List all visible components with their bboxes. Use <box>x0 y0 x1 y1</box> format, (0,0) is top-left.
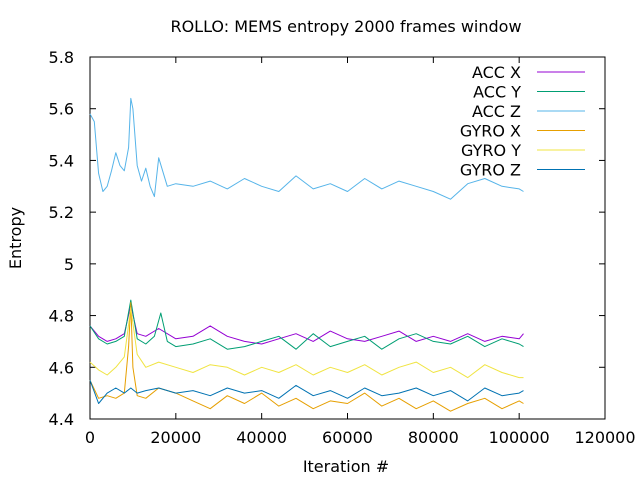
legend-label: GYRO Y <box>461 141 521 160</box>
series-line-acc-x <box>89 304 524 345</box>
x-tick-label: 60000 <box>322 428 373 447</box>
legend-label: GYRO Z <box>460 161 521 180</box>
y-tick-label: 5.6 <box>49 100 74 119</box>
x-tick-label: 100000 <box>489 428 550 447</box>
chart-title: ROLLO: MEMS entropy 2000 frames window <box>170 17 521 36</box>
y-tick-label: 4.6 <box>49 358 74 377</box>
legend-label: ACC Y <box>473 83 521 102</box>
y-tick-label: 4.4 <box>49 410 74 429</box>
y-tick-label: 5.4 <box>49 151 74 170</box>
x-tick-label: 20000 <box>150 428 201 447</box>
y-tick-label: 5 <box>64 255 74 274</box>
x-axis-ticks: 0 20000 40000 60000 80000 100000 120000 <box>85 57 636 447</box>
legend-label: ACC X <box>472 63 521 82</box>
legend-label: ACC Z <box>472 102 521 121</box>
series-line-gyro-x <box>89 302 524 412</box>
series-line-acc-z <box>89 97 524 200</box>
y-axis-label: Entropy <box>6 207 25 269</box>
y-tick-label: 5.8 <box>49 48 74 67</box>
series-lines <box>89 97 524 412</box>
x-tick-label: 0 <box>85 428 95 447</box>
x-tick-label: 80000 <box>408 428 459 447</box>
series-line-acc-y <box>89 299 524 350</box>
x-axis-label: Iteration # <box>303 457 389 476</box>
y-axis-ticks: 4.4 4.6 4.8 5 5.2 5.4 5.6 5.8 <box>49 48 605 429</box>
legend-label: GYRO X <box>460 122 521 141</box>
series-line-gyro-z <box>89 380 524 404</box>
x-tick-label: 40000 <box>236 428 287 447</box>
x-tick-label: 120000 <box>574 428 635 447</box>
series-line-gyro-y <box>89 307 524 379</box>
y-tick-label: 4.8 <box>49 307 74 326</box>
y-tick-label: 5.2 <box>49 203 74 222</box>
